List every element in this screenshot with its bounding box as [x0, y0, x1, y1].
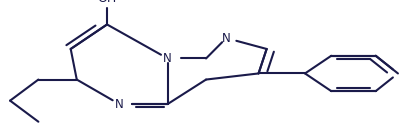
- Text: N: N: [115, 98, 124, 111]
- Text: N: N: [222, 32, 231, 45]
- Text: N: N: [163, 52, 172, 65]
- Text: OH: OH: [97, 0, 117, 5]
